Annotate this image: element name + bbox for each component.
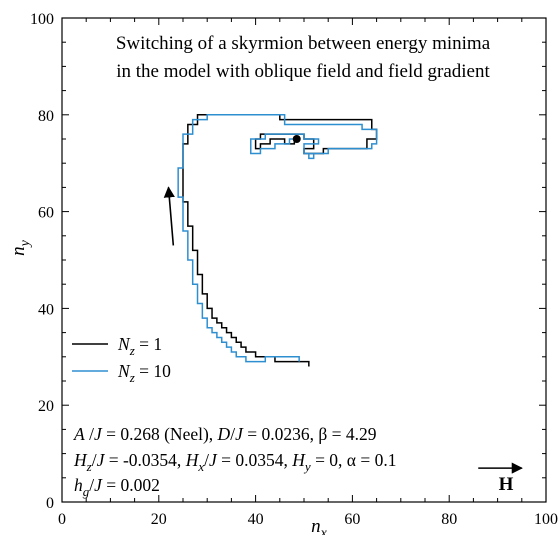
legend-series-1-sub: z [129,343,135,358]
x-tick-label: 60 [344,511,360,528]
x-axis-label-base: n [311,516,321,535]
legend-series-2-var: N [117,361,131,381]
y-tick-label: 60 [38,205,54,222]
x-axis-label-sub: x [320,526,328,535]
parameter-segment: A [73,424,85,444]
parameter-segment: J [209,450,218,470]
x-axis-label: nx [311,516,328,535]
x-tick-label: 100 [534,511,558,528]
parameter-segment: = 0.268 (Neel), [102,424,218,444]
y-axis-label-base: n [8,246,29,256]
parameter-segment: J [235,424,244,444]
parameter-line-1: A /J = 0.268 (Neel), D/J = 0.0236, β = 4… [73,424,377,444]
marker-layer [292,135,301,143]
parameter-segment: = -0.0354, [104,450,185,470]
x-tick-label: 40 [248,511,264,528]
y-axis-label: ny [8,239,33,256]
ticks [61,17,547,503]
parameter-segment: x [197,459,204,474]
parameter-segment: D [217,424,231,444]
parameter-segment: H [73,450,88,470]
skyrmion-position-marker [292,135,301,143]
parameter-line-3: hg/J = 0.002 [74,475,160,499]
parameter-segment: y [303,459,311,474]
parameter-segment: / [230,424,235,444]
parameter-segment: z [86,459,92,474]
parameter-segment: H [291,450,306,470]
parameter-segment: H [185,450,200,470]
y-tick-label: 40 [38,301,54,318]
x-tick-label: 20 [151,511,167,528]
parameter-segment: = 0, α = 0.1 [311,450,397,470]
y-tick-labels: 0 20 40 60 80 100 [30,11,54,512]
parameter-line-2: Hz/J = -0.0354, Hx/J = 0.0354, Hy = 0, α… [73,450,396,474]
series-line-1 [182,114,378,367]
legend-series-2-rest: = 10 [135,361,171,381]
legend-series-1-rest: = 1 [135,334,162,354]
field-label: H [499,474,514,495]
legend-label-series-2: Nz = 10 [117,361,171,385]
legend-series-2-sub: z [129,370,135,385]
y-tick-label: 0 [46,495,54,512]
parameter-annotation: A /J = 0.268 (Neel), D/J = 0.0236, β = 4… [73,424,396,499]
legend-label-series-1: Nz = 1 [117,334,162,358]
legend: Nz = 1 Nz = 10 [72,334,171,385]
parameter-segment: = 0.0236, β = 4.29 [243,424,377,444]
chart-title-line-2: in the model with oblique field and fiel… [116,61,490,82]
motion-direction-arrow [163,186,175,246]
x-tick-label: 80 [441,511,457,528]
parameter-segment: g [83,484,90,499]
legend-series-1-var: N [117,334,131,354]
series-layer [177,114,378,367]
parameter-segment: / [204,450,209,470]
parameter-segment: / [92,450,97,470]
parameter-segment: = 0.002 [102,475,160,495]
parameter-segment: / [85,424,94,444]
y-tick-label: 20 [38,398,54,415]
parameter-segment: = 0.0354, [217,450,293,470]
parameter-segment: / [89,475,94,495]
y-tick-label: 80 [38,108,54,125]
parameter-segment: J [94,424,103,444]
parameter-segment: J [97,450,106,470]
y-axis-label-sub: y [18,239,33,248]
chart-title-line-1: Switching of a skyrmion between energy m… [116,33,491,54]
x-tick-label: 0 [58,511,66,528]
parameter-segment: h [74,475,83,495]
x-tick-labels: 0 20 40 60 80 100 [58,511,558,528]
parameter-segment: J [94,475,103,495]
series-line-2 [177,114,378,363]
y-tick-label: 100 [30,11,54,28]
